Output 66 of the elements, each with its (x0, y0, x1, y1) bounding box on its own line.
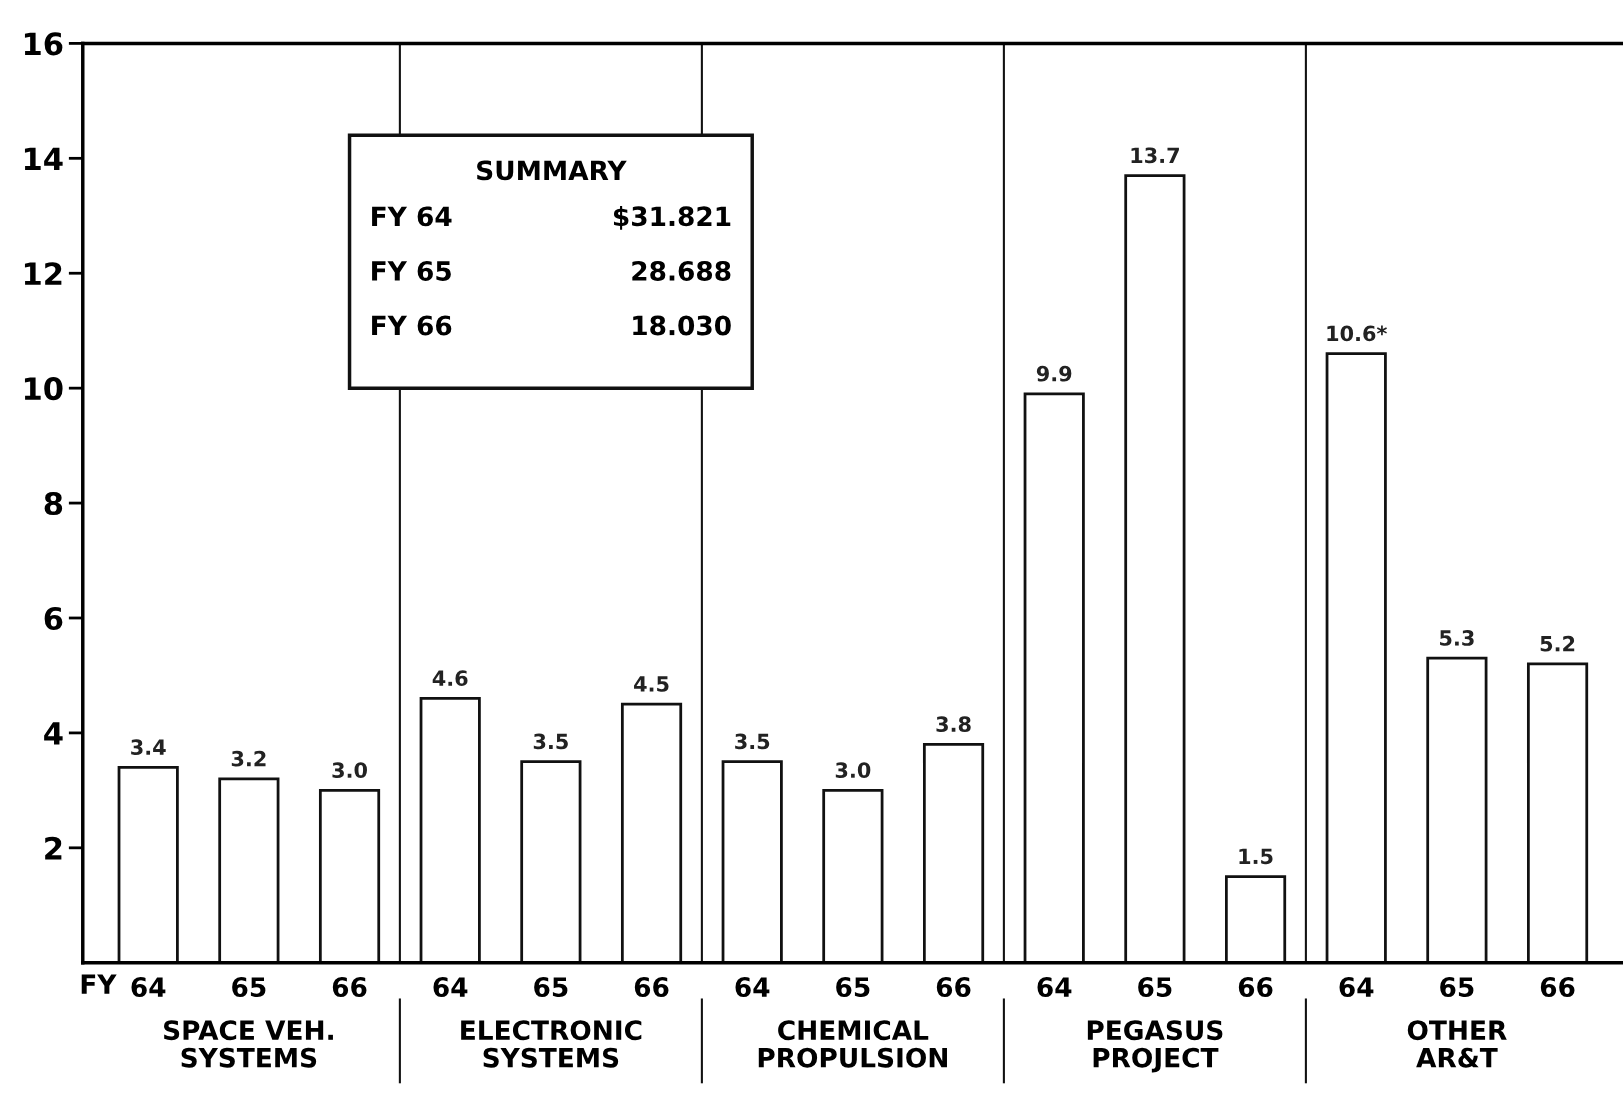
x-tick-label: 64 (131, 977, 166, 998)
y-tick-label: 16 (24, 32, 63, 56)
x-tick-label: 65 (1440, 977, 1474, 998)
x-tick-label: 64 (1037, 977, 1072, 998)
x-tick-label: 65 (836, 977, 870, 998)
text: PEGASUS PROJECT (1087, 1020, 1223, 1073)
data-label: 4.5 (634, 676, 669, 692)
x-tick-label: 64 (1339, 977, 1374, 998)
bar (1325, 352, 1387, 963)
text: OTHER AR&T (1407, 1020, 1507, 1068)
x-tick-label: 66 (634, 977, 669, 998)
y-tick-label: 4 (44, 722, 63, 745)
bar (822, 788, 884, 963)
data-label: 3.0 (835, 762, 871, 778)
bar (922, 743, 985, 963)
y-tick-label: 12 (24, 262, 62, 285)
x-tick-label: 66 (1540, 977, 1575, 998)
y-tick-label: 8 (44, 492, 63, 516)
data-label: 5.2 (1540, 635, 1575, 652)
bar (721, 760, 783, 963)
bar (117, 766, 179, 963)
bar (1426, 656, 1488, 963)
x-tick-label: 64 (433, 977, 468, 998)
text: FY (81, 974, 117, 994)
data-label: 9.9 (1036, 365, 1072, 382)
annotation: FY 66 (372, 315, 452, 336)
y-tick-label: 10 (24, 377, 63, 401)
bar (1526, 662, 1589, 963)
data-label: 4.6 (432, 670, 468, 687)
bar (318, 788, 381, 963)
annotation: 28.688 (632, 260, 731, 281)
data-label: 3.4 (131, 739, 166, 756)
x-tick-label: 65 (1138, 977, 1172, 998)
text: ELECTRONIC SYSTEMS (461, 1020, 642, 1068)
data-label: 10.6* (1327, 325, 1387, 342)
annotation: FY 65 (372, 260, 451, 281)
text: CHEMICAL PROPULSION (758, 1020, 947, 1068)
data-label: 5.3 (1440, 630, 1474, 646)
x-tick-label: 65 (232, 977, 266, 998)
x-tick-label: 65 (534, 977, 568, 998)
bar (1224, 875, 1287, 963)
data-label: 3.5 (533, 733, 568, 750)
data-label: 3.8 (936, 716, 971, 733)
data-label: 3.5 (735, 733, 770, 750)
bar (620, 702, 683, 963)
text: SPACE VEH. SYSTEMS (164, 1020, 333, 1068)
annotation: 18.030 (633, 315, 731, 336)
data-label: 1.5 (1239, 848, 1273, 865)
bar (218, 777, 280, 963)
x-tick-label: 66 (332, 977, 367, 998)
x-tick-label: 66 (1238, 977, 1273, 998)
data-label: 3.2 (231, 750, 266, 767)
bar (1023, 392, 1085, 963)
x-tick-label: 64 (735, 977, 770, 998)
y-tick-label: 6 (44, 606, 63, 631)
y-tick-label: 14 (24, 147, 63, 170)
x-tick-label: 66 (936, 977, 971, 998)
y-tick-label: 2 (45, 836, 62, 860)
annotation: SUMMARY (477, 160, 627, 181)
bar (419, 697, 481, 963)
data-label: 13.7 (1131, 147, 1179, 164)
annotation: FY 64 (372, 206, 452, 227)
data-label: 3.0 (332, 762, 367, 778)
bar (520, 760, 582, 963)
bar (1124, 174, 1186, 963)
annotation: $31.821 (613, 205, 731, 230)
